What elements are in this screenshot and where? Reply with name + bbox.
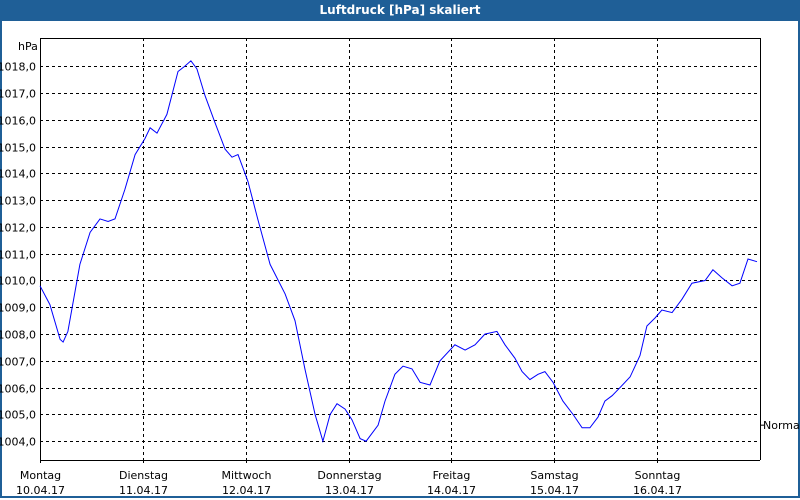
y-tick-label: 1008,0: [0, 329, 36, 342]
x-tick-date: 14.04.17: [427, 484, 476, 497]
y-tick-label: 1005,0: [0, 409, 36, 422]
x-tick-day: Samstag: [530, 469, 578, 482]
y-tick-label: 1013,0: [0, 195, 36, 208]
y-tick-label: 1004,0: [0, 436, 36, 449]
y-tick-label: 1007,0: [0, 356, 36, 369]
axes: [40, 38, 761, 461]
x-tick-day: Mittwoch: [222, 469, 272, 482]
x-tick-day: Sonntag: [635, 469, 681, 482]
y-tick-label: 1016,0: [0, 115, 36, 128]
y-tick-label: 1010,0: [0, 275, 36, 288]
x-tick-date: 12.04.17: [222, 484, 271, 497]
x-tick-date: 11.04.17: [119, 484, 168, 497]
x-ticks: Montag 10.04.17 Dienstag 11.04.17 Mittwoch 12…: [16, 460, 682, 497]
y-tick-label: 1015,0: [0, 142, 36, 155]
x-tick-day: Freitag: [433, 469, 471, 482]
x-tick-date: 15.04.17: [530, 484, 579, 497]
y-tick-label: 1018,0: [0, 61, 36, 74]
x-tick-day: Montag: [20, 469, 61, 482]
x-tick-date: 10.04.17: [16, 484, 65, 497]
y-tick-label: 1014,0: [0, 168, 36, 181]
y-tick-label: 1012,0: [0, 222, 36, 235]
y-ticks: 1004,0 1005,0 1006,0 1007,0 1008,0 1009,0 1010…: [0, 61, 36, 449]
x-tick-day: Donnerstag: [317, 469, 381, 482]
pressure-series-line: [39, 60, 758, 444]
reference-label: Normal: [763, 419, 800, 432]
grid: [40, 38, 760, 460]
y-tick-label: 1011,0: [0, 249, 36, 262]
y-tick-label: 1017,0: [0, 88, 36, 101]
reference-line: Normal: [760, 419, 800, 432]
x-tick-date: 16.04.17: [633, 484, 682, 497]
y-tick-label: 1009,0: [0, 302, 36, 315]
y-tick-label: 1006,0: [0, 383, 36, 396]
y-axis-label: hPa: [18, 40, 38, 53]
x-tick-date: 13.04.17: [325, 484, 374, 497]
x-tick-day: Dienstag: [119, 469, 168, 482]
chart-title: Luftdruck [hPa] skaliert: [0, 0, 800, 21]
